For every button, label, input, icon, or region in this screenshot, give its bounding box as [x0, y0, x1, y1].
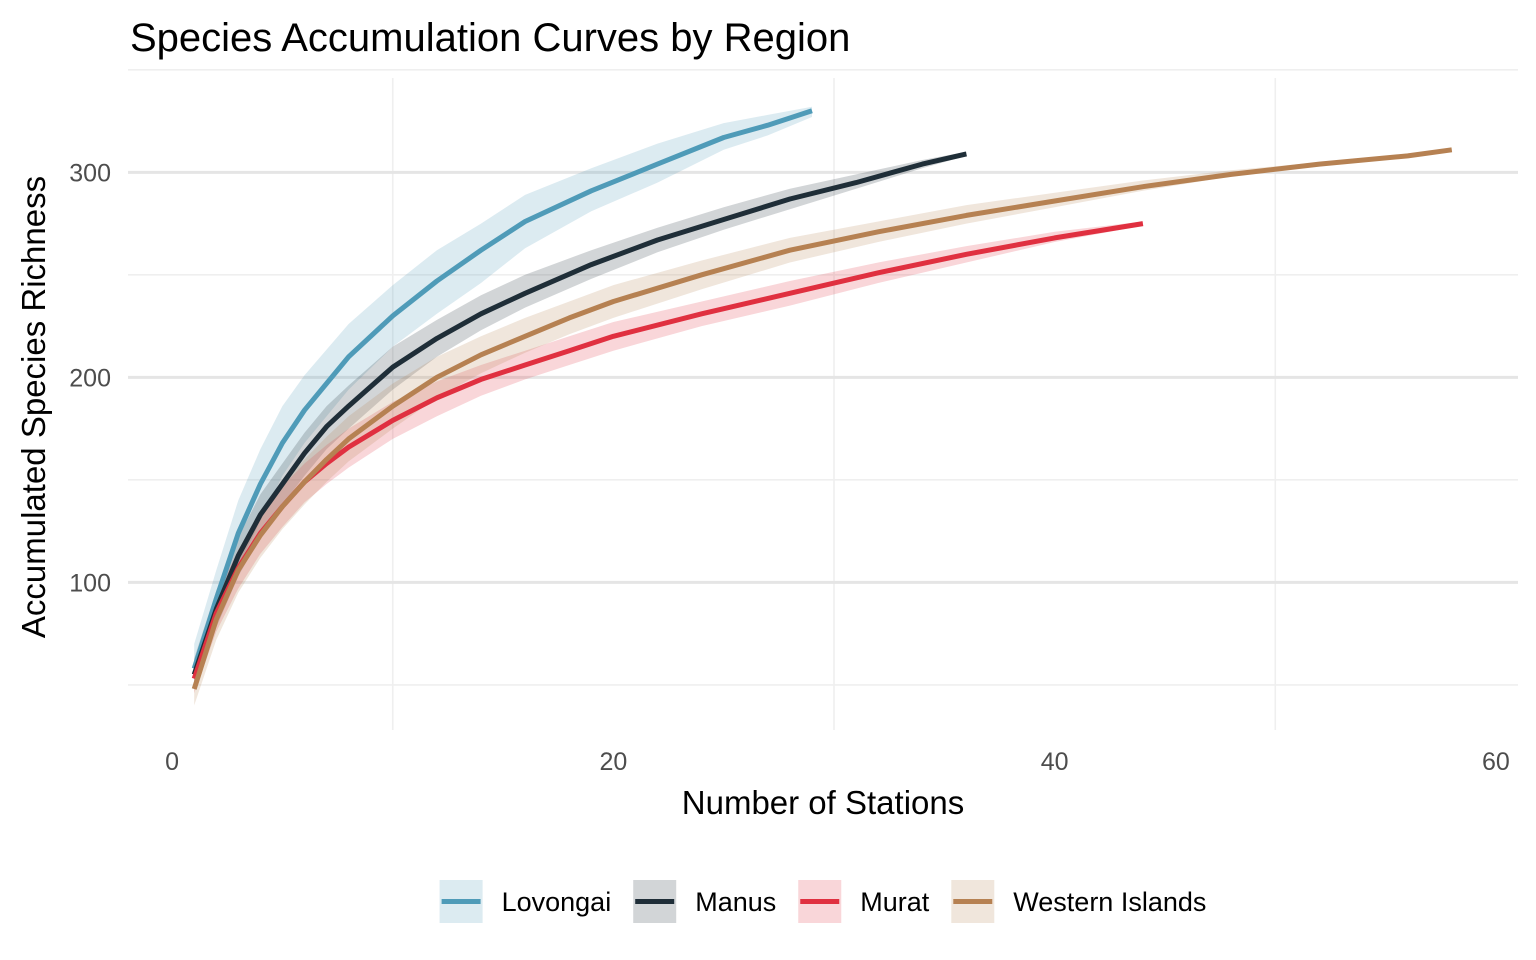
series-lines	[191, 108, 1453, 690]
confidence-ribbons	[194, 106, 1452, 706]
legend-label: Western Islands	[1013, 887, 1206, 917]
manus-line	[191, 151, 967, 676]
legend-item-murat: Murat	[798, 880, 930, 923]
chart-title: Species Accumulation Curves by Region	[130, 16, 850, 60]
y-tick-label: 200	[69, 364, 111, 392]
x-axis-title: Number of Stations	[682, 784, 964, 821]
x-tick-label: 20	[599, 748, 627, 776]
grid-lines	[128, 68, 1518, 730]
legend-item-lovongai: Lovongai	[439, 880, 612, 923]
x-tick-label: 40	[1041, 748, 1069, 776]
x-tick-label: 0	[165, 748, 179, 776]
lovongai-line	[191, 108, 813, 670]
y-axis-title: Accumulated Species Richness	[15, 176, 52, 638]
lovongai-ribbon	[194, 106, 812, 685]
legend-item-manus: Manus	[633, 880, 776, 923]
manus-ribbon	[194, 151, 967, 690]
western-islands-line	[191, 147, 1453, 690]
legend-label: Manus	[695, 887, 776, 917]
legend-item-western-islands: Western Islands	[951, 880, 1206, 923]
y-tick-label: 100	[69, 569, 111, 597]
y-tick-label: 300	[69, 159, 111, 187]
murat-ribbon	[194, 221, 1143, 694]
axis-tick-labels: 0 20 40 60 100 200 300	[69, 159, 1510, 776]
legend-label: Murat	[860, 887, 930, 917]
legend: Lovongai Manus Murat Western Islands	[439, 880, 1206, 923]
legend-label: Lovongai	[502, 887, 612, 917]
x-tick-label: 60	[1482, 748, 1510, 776]
